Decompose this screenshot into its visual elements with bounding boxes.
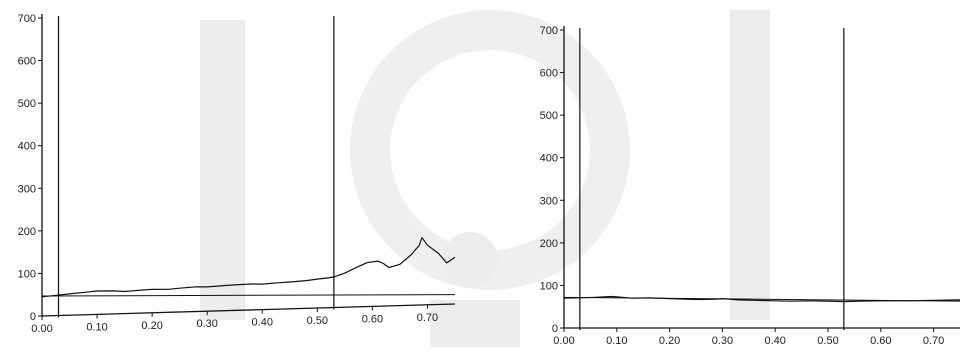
watermark-bar-2 — [730, 10, 770, 320]
watermark-bar-3 — [430, 300, 520, 347]
x-tick-label: 0.60 — [870, 335, 891, 347]
x-tick-label: 0.20 — [141, 320, 162, 332]
x-tick-label: 0.70 — [923, 335, 944, 347]
y-tick-label: 300 — [18, 183, 36, 195]
y-tick-label: 600 — [540, 68, 558, 80]
x-tick-label: 0.00 — [31, 323, 52, 335]
data-trace — [563, 295, 961, 303]
y-tick-label: 0 — [552, 323, 558, 335]
x-tick-label: 0.10 — [606, 335, 627, 347]
x-tick-label: 0.00 — [553, 335, 574, 347]
y-tick-label: 700 — [540, 25, 558, 37]
y-tick-label: 100 — [18, 268, 36, 280]
watermark-dot — [442, 232, 498, 288]
y-tick-label: 400 — [540, 153, 558, 165]
chart-right-svg: 0 100 200 300 400 500 600 700 0.00 0.10 0.20 0.30 0.… — [540, 25, 961, 347]
chromatogram-right: 0 100 200 300 400 500 600 700 0.00 0.10 0.20 0.30 0.… — [520, 0, 962, 347]
x-tick-label: 0.20 — [659, 335, 680, 347]
x-tick-label: 0.40 — [764, 335, 785, 347]
y-tick-label: 500 — [18, 98, 36, 110]
y-tick-label: 200 — [18, 226, 36, 238]
x-tick-label: 0.30 — [712, 335, 733, 347]
x-tick-label: 0.10 — [86, 321, 107, 333]
y-tick-label: 200 — [540, 238, 558, 250]
y-tick-label: 0 — [30, 311, 36, 323]
y-tick-label: 500 — [540, 110, 558, 122]
baseline-line — [41, 294, 456, 297]
data-trace — [41, 237, 456, 298]
y-tick-label: 400 — [18, 141, 36, 153]
chart-left-svg: 0 100 200 300 400 500 600 700 0.00 0.10 0.20 0.30 0.… — [18, 13, 456, 335]
x-tick-label: 0.70 — [417, 312, 438, 324]
x-tick-label: 0.50 — [307, 315, 328, 327]
y-tick-label: 100 — [540, 280, 558, 292]
x-tick-label: 0.40 — [252, 317, 273, 329]
x-tick-label: 0.50 — [817, 335, 838, 347]
y-tick-label: 600 — [18, 56, 36, 68]
chromatogram-left: 0 100 200 300 400 500 600 700 0.00 0.10 0.20 0.30 0.… — [0, 0, 470, 347]
y-tick-label: 300 — [540, 195, 558, 207]
x-axis-line — [41, 303, 456, 317]
watermark-bar-1 — [200, 20, 245, 320]
x-tick-label: 0.60 — [362, 313, 383, 325]
x-tick-label: 0.30 — [196, 318, 217, 330]
y-tick-label: 700 — [18, 13, 36, 25]
